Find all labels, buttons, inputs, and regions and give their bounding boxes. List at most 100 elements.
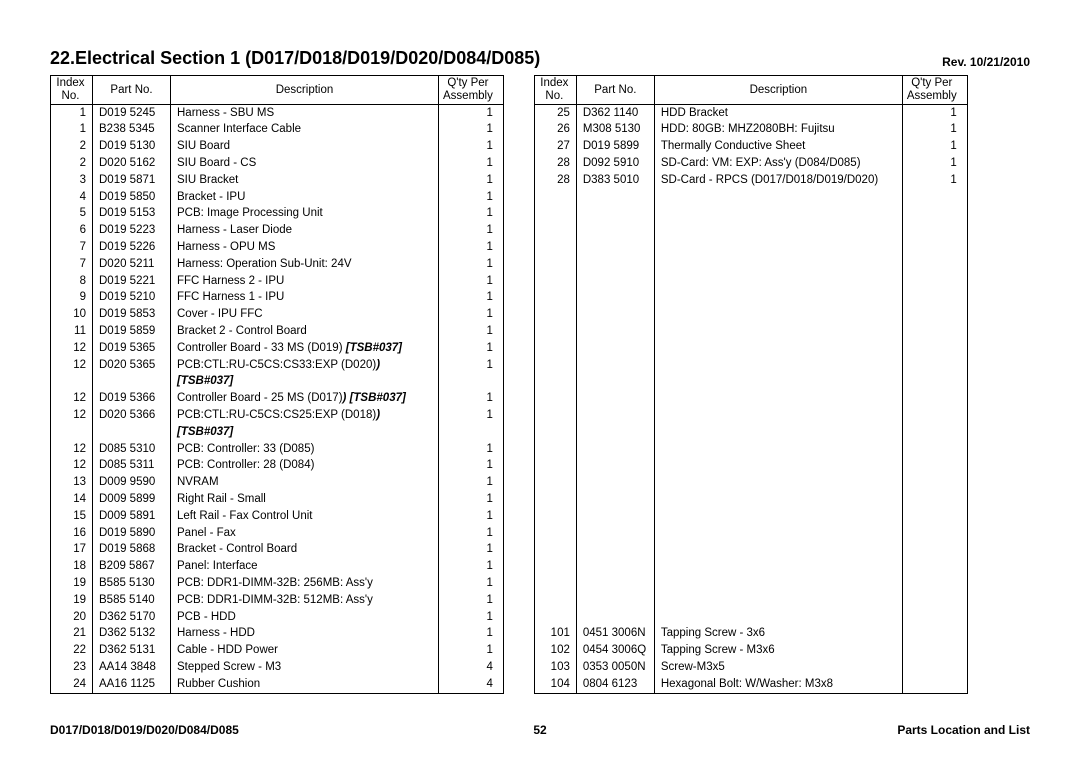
table-row — [534, 592, 967, 609]
table-row: 9D019 5210FFC Harness 1 - IPU1 — [51, 290, 504, 307]
cell-qty — [439, 424, 504, 441]
table-row — [534, 256, 967, 273]
cell-description: Bracket - Control Board — [171, 542, 439, 559]
cell-qty: 1 — [439, 139, 504, 156]
table-row: 28D092 5910SD-Card: VM: EXP: Ass'y (D084… — [534, 156, 967, 173]
cell-description: HDD Bracket — [654, 105, 902, 122]
table-row — [534, 324, 967, 341]
cell-qty: 1 — [439, 156, 504, 173]
cell-index: 7 — [51, 240, 93, 257]
cell-index: 9 — [51, 290, 93, 307]
cell-index: 2 — [51, 139, 93, 156]
cell-qty: 1 — [439, 525, 504, 542]
cell-part: D019 5210 — [93, 290, 171, 307]
table-row: 4D019 5850Bracket - IPU1 — [51, 189, 504, 206]
cell-description: SD-Card - RPCS (D017/D018/D019/D020) — [654, 172, 902, 189]
cell-index: 10 — [51, 307, 93, 324]
cell-qty — [902, 643, 967, 660]
cell-index: 5 — [51, 206, 93, 223]
cell-part: D383 5010 — [576, 172, 654, 189]
cell-index: 12 — [51, 408, 93, 425]
table-row — [534, 458, 967, 475]
footer-page-number: 52 — [533, 723, 546, 737]
cell-qty: 1 — [902, 105, 967, 122]
cell-description: FFC Harness 1 - IPU — [171, 290, 439, 307]
cell-part: D020 5211 — [93, 256, 171, 273]
cell-description: SIU Bracket — [171, 172, 439, 189]
cell-index: 24 — [51, 676, 93, 693]
table-row: 1030353 0050NScrew-M3x5 — [534, 659, 967, 676]
cell-qty: 1 — [902, 156, 967, 173]
cell-qty: 1 — [439, 189, 504, 206]
cell-description: Harness - HDD — [171, 626, 439, 643]
cell-part: D019 5221 — [93, 273, 171, 290]
cell-index: 27 — [534, 139, 576, 156]
cell-index: 1 — [51, 122, 93, 139]
cell-description: Harness - Laser Diode — [171, 223, 439, 240]
cell-description: Rubber Cushion — [171, 676, 439, 693]
table-row — [534, 273, 967, 290]
cell-qty: 1 — [439, 122, 504, 139]
cell-index: 1 — [51, 105, 93, 122]
table-row — [534, 357, 967, 374]
cell-description: Bracket - IPU — [171, 189, 439, 206]
cell-part — [93, 374, 171, 391]
cell-part: D019 5245 — [93, 105, 171, 122]
cell-index: 12 — [51, 340, 93, 357]
page-footer: D017/D018/D019/D020/D084/D085 52 Parts L… — [50, 723, 1030, 737]
parts-table-right: Index No. Part No. Description Q'ty Per … — [534, 75, 968, 694]
cell-part: AA16 1125 — [93, 676, 171, 693]
cell-qty — [902, 659, 967, 676]
cell-description: PCB - HDD — [171, 609, 439, 626]
cell-qty: 1 — [439, 542, 504, 559]
cell-qty: 1 — [439, 491, 504, 508]
table-row: 24AA16 1125Rubber Cushion4 — [51, 676, 504, 693]
cell-qty: 1 — [439, 223, 504, 240]
cell-description: PCB: Image Processing Unit — [171, 206, 439, 223]
page: 22.Electrical Section 1 (D017/D018/D019/… — [0, 0, 1080, 763]
table-row: 1010451 3006NTapping Screw - 3x6 — [534, 626, 967, 643]
table-row: 14D009 5899Right Rail - Small1 — [51, 491, 504, 508]
cell-description: Cable - HDD Power — [171, 643, 439, 660]
table-row — [534, 525, 967, 542]
cell-index — [51, 424, 93, 441]
cell-qty: 1 — [439, 508, 504, 525]
cell-qty: 1 — [439, 273, 504, 290]
table-row — [534, 508, 967, 525]
cell-description: NVRAM — [171, 475, 439, 492]
cell-description: Left Rail - Fax Control Unit — [171, 508, 439, 525]
cell-qty: 4 — [439, 659, 504, 676]
table-row — [534, 609, 967, 626]
table-row — [534, 559, 967, 576]
cell-index: 18 — [51, 559, 93, 576]
table-row — [534, 391, 967, 408]
cell-description: [TSB#037] — [171, 374, 439, 391]
table-row: 26M308 5130HDD: 80GB: MHZ2080BH: Fujitsu… — [534, 122, 967, 139]
cell-part: D362 5132 — [93, 626, 171, 643]
table-row — [534, 374, 967, 391]
cell-qty: 1 — [439, 441, 504, 458]
cell-description: PCB:CTL:RU-C5CS:CS25:EXP (D018)) — [171, 408, 439, 425]
col-index-header: Index No. — [51, 76, 93, 105]
col-desc-header: Description — [171, 76, 439, 105]
cell-index: 12 — [51, 357, 93, 374]
cell-part: D019 5899 — [576, 139, 654, 156]
cell-part: D019 5226 — [93, 240, 171, 257]
cell-qty: 1 — [439, 458, 504, 475]
table-row — [534, 408, 967, 425]
cell-index: 23 — [51, 659, 93, 676]
cell-description: Cover - IPU FFC — [171, 307, 439, 324]
cell-qty: 1 — [439, 559, 504, 576]
cell-description: Panel: Interface — [171, 559, 439, 576]
table-row: 16D019 5890Panel - Fax1 — [51, 525, 504, 542]
cell-description: PCB:CTL:RU-C5CS:CS33:EXP (D020)) — [171, 357, 439, 374]
cell-index: 17 — [51, 542, 93, 559]
table-row — [534, 441, 967, 458]
cell-part: D019 5366 — [93, 391, 171, 408]
table-row: 1B238 5345Scanner Interface Cable1 — [51, 122, 504, 139]
cell-qty — [902, 676, 967, 693]
cell-qty: 1 — [439, 105, 504, 122]
cell-part: D009 5899 — [93, 491, 171, 508]
cell-description: Bracket 2 - Control Board — [171, 324, 439, 341]
cell-description: Harness: Operation Sub-Unit: 24V — [171, 256, 439, 273]
